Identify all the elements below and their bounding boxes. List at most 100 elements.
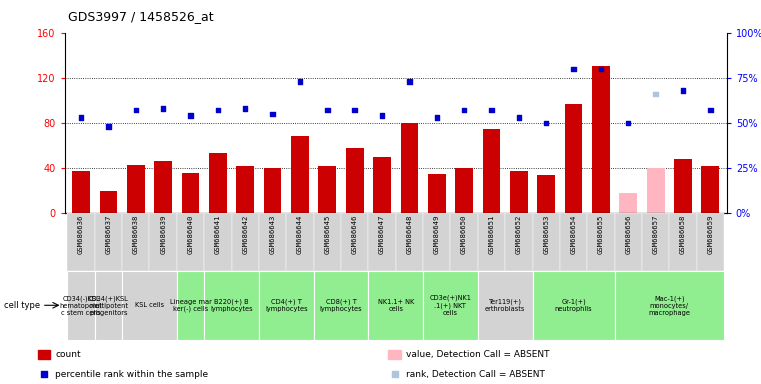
Bar [314, 271, 368, 340]
Text: GSM686659: GSM686659 [707, 215, 713, 254]
Point [431, 114, 443, 121]
Text: GSM686651: GSM686651 [489, 215, 495, 254]
Text: GSM686657: GSM686657 [653, 215, 658, 254]
Text: CD3e(+)NK1
.1(+) NKT
cells: CD3e(+)NK1 .1(+) NKT cells [429, 295, 471, 316]
Bar [647, 168, 664, 213]
Bar [318, 166, 336, 213]
Text: GSM686647: GSM686647 [379, 215, 385, 254]
Point [650, 91, 662, 97]
Point [321, 107, 333, 113]
Text: GSM686654: GSM686654 [571, 215, 577, 254]
Text: Ter119(+)
erthroblasts: Ter119(+) erthroblasts [485, 298, 525, 312]
Bar [592, 66, 610, 213]
Point [239, 105, 251, 111]
Text: GSM686655: GSM686655 [598, 215, 604, 254]
Bar [478, 213, 505, 271]
Bar [72, 171, 90, 213]
Text: CD34(-)KSL
hematopoiet
c stem cells: CD34(-)KSL hematopoiet c stem cells [59, 295, 103, 316]
Bar [373, 157, 391, 213]
Text: GSM686646: GSM686646 [352, 215, 358, 254]
Bar [455, 168, 473, 213]
Bar [696, 213, 724, 271]
Text: Lineage mar
ker(-) cells: Lineage mar ker(-) cells [170, 298, 212, 312]
Point [704, 107, 716, 113]
Point [184, 113, 196, 119]
Point [595, 66, 607, 72]
Text: GSM686658: GSM686658 [680, 215, 686, 254]
Bar [100, 190, 117, 213]
Point [103, 123, 115, 129]
Text: value, Detection Call = ABSENT: value, Detection Call = ABSENT [406, 350, 549, 359]
Bar [615, 213, 642, 271]
Bar [204, 271, 259, 340]
Text: Gr-1(+)
neutrophils: Gr-1(+) neutrophils [555, 298, 592, 312]
Text: GSM686648: GSM686648 [406, 215, 412, 254]
Point [458, 107, 470, 113]
Text: GSM686649: GSM686649 [434, 215, 440, 254]
Point [622, 120, 635, 126]
Text: GSM686643: GSM686643 [269, 215, 275, 254]
Bar [127, 165, 145, 213]
Bar [182, 172, 199, 213]
Bar [237, 166, 254, 213]
Bar [341, 213, 368, 271]
Bar [149, 213, 177, 271]
Bar [533, 271, 615, 340]
Bar [209, 153, 227, 213]
Bar [702, 166, 719, 213]
Bar [423, 271, 478, 340]
Text: NK1.1+ NK
cells: NK1.1+ NK cells [377, 299, 414, 312]
Point [129, 107, 142, 113]
Bar [368, 271, 423, 340]
Bar [368, 213, 396, 271]
Text: GSM686642: GSM686642 [242, 215, 248, 254]
Bar [619, 193, 637, 213]
Point [349, 107, 361, 113]
Text: GSM686636: GSM686636 [78, 215, 84, 254]
Bar [615, 271, 724, 340]
Point [376, 113, 388, 119]
Bar [68, 213, 95, 271]
Bar [264, 168, 282, 213]
Point [568, 66, 580, 72]
Bar [231, 213, 259, 271]
Bar [560, 213, 587, 271]
Text: GSM686652: GSM686652 [516, 215, 522, 254]
Text: GSM686650: GSM686650 [461, 215, 467, 254]
Point [540, 120, 552, 126]
Bar [177, 271, 204, 340]
Bar [259, 271, 314, 340]
Bar [291, 136, 309, 213]
Text: CD4(+) T
lymphocytes: CD4(+) T lymphocytes [265, 298, 307, 312]
Point [388, 371, 400, 377]
Bar [396, 213, 423, 271]
Bar [68, 271, 95, 340]
Bar [95, 271, 122, 340]
Point [294, 78, 306, 84]
Text: B220(+) B
lymphocytes: B220(+) B lymphocytes [210, 298, 253, 312]
Bar [259, 213, 286, 271]
Text: GSM686645: GSM686645 [324, 215, 330, 254]
Point [157, 105, 169, 111]
Point [403, 78, 416, 84]
Text: GSM686638: GSM686638 [133, 215, 139, 254]
Bar [674, 159, 692, 213]
Text: GSM686656: GSM686656 [626, 215, 632, 254]
Text: percentile rank within the sample: percentile rank within the sample [56, 369, 209, 379]
Bar [478, 271, 533, 340]
Bar [451, 213, 478, 271]
Point [266, 111, 279, 117]
Text: count: count [56, 350, 81, 359]
Text: Mac-1(+)
monocytes/
macrophage: Mac-1(+) monocytes/ macrophage [648, 295, 690, 316]
Text: GSM686640: GSM686640 [187, 215, 193, 254]
Text: GSM686637: GSM686637 [106, 215, 111, 254]
Bar [642, 213, 670, 271]
Point [38, 371, 50, 377]
Bar [533, 213, 560, 271]
Bar [286, 213, 314, 271]
Bar [122, 271, 177, 340]
Bar [154, 161, 172, 213]
Point [75, 114, 88, 121]
Bar [537, 175, 555, 213]
Text: GSM686639: GSM686639 [160, 215, 166, 254]
